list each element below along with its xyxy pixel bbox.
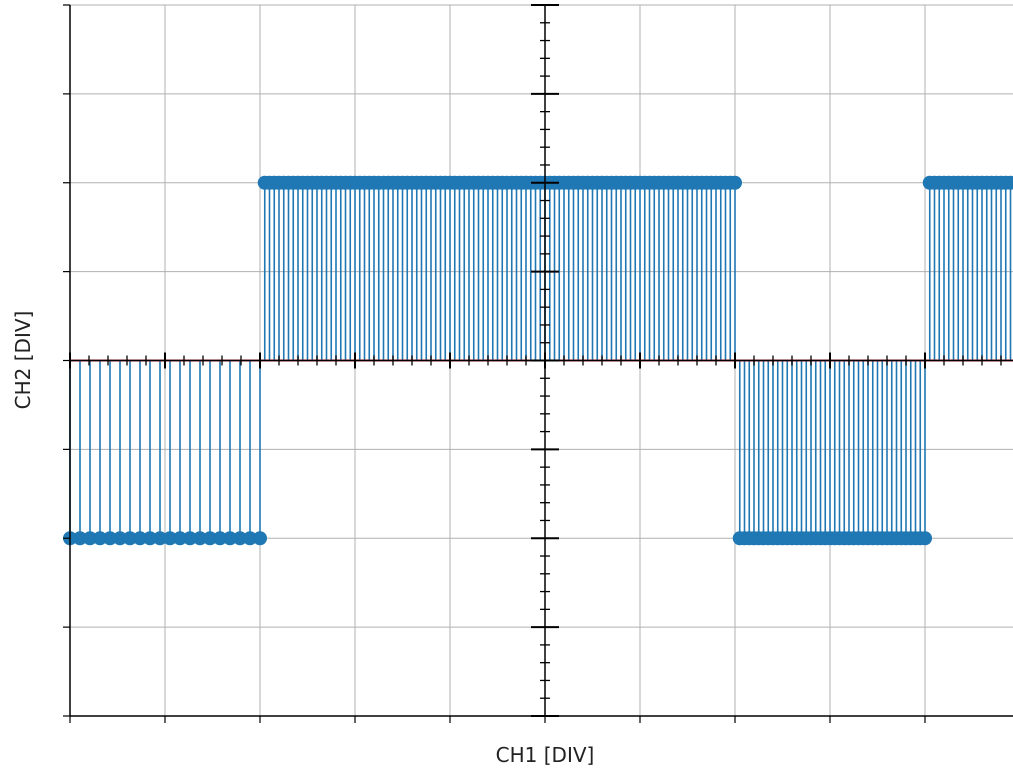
stem-marker: [1008, 176, 1013, 190]
stem-marker: [213, 531, 227, 546]
stem-marker: [253, 531, 267, 546]
stem-marker: [163, 531, 177, 546]
x-axis-label: CH1 [DIV]: [496, 743, 595, 767]
stem-marker: [113, 531, 127, 546]
stem-marker: [203, 531, 217, 546]
stem-marker: [73, 531, 87, 546]
stem-marker: [133, 531, 147, 546]
stem-marker: [123, 531, 137, 546]
stem-marker: [143, 531, 157, 546]
stem-marker: [918, 531, 932, 546]
stem-marker: [728, 175, 742, 190]
stem-marker: [173, 531, 187, 546]
stem-marker: [183, 531, 197, 546]
stem-marker: [193, 531, 207, 546]
stem-marker: [223, 531, 237, 546]
stem-marker: [93, 531, 107, 546]
stem-marker: [153, 531, 167, 546]
y-axis-label: CH2 [DIV]: [11, 311, 35, 410]
stem-marker: [103, 531, 117, 546]
stem-marker: [83, 531, 97, 546]
stem-marker: [233, 531, 247, 546]
stem-series: [63, 175, 1013, 546]
stem-marker: [243, 531, 257, 546]
axes: [63, 4, 1013, 723]
